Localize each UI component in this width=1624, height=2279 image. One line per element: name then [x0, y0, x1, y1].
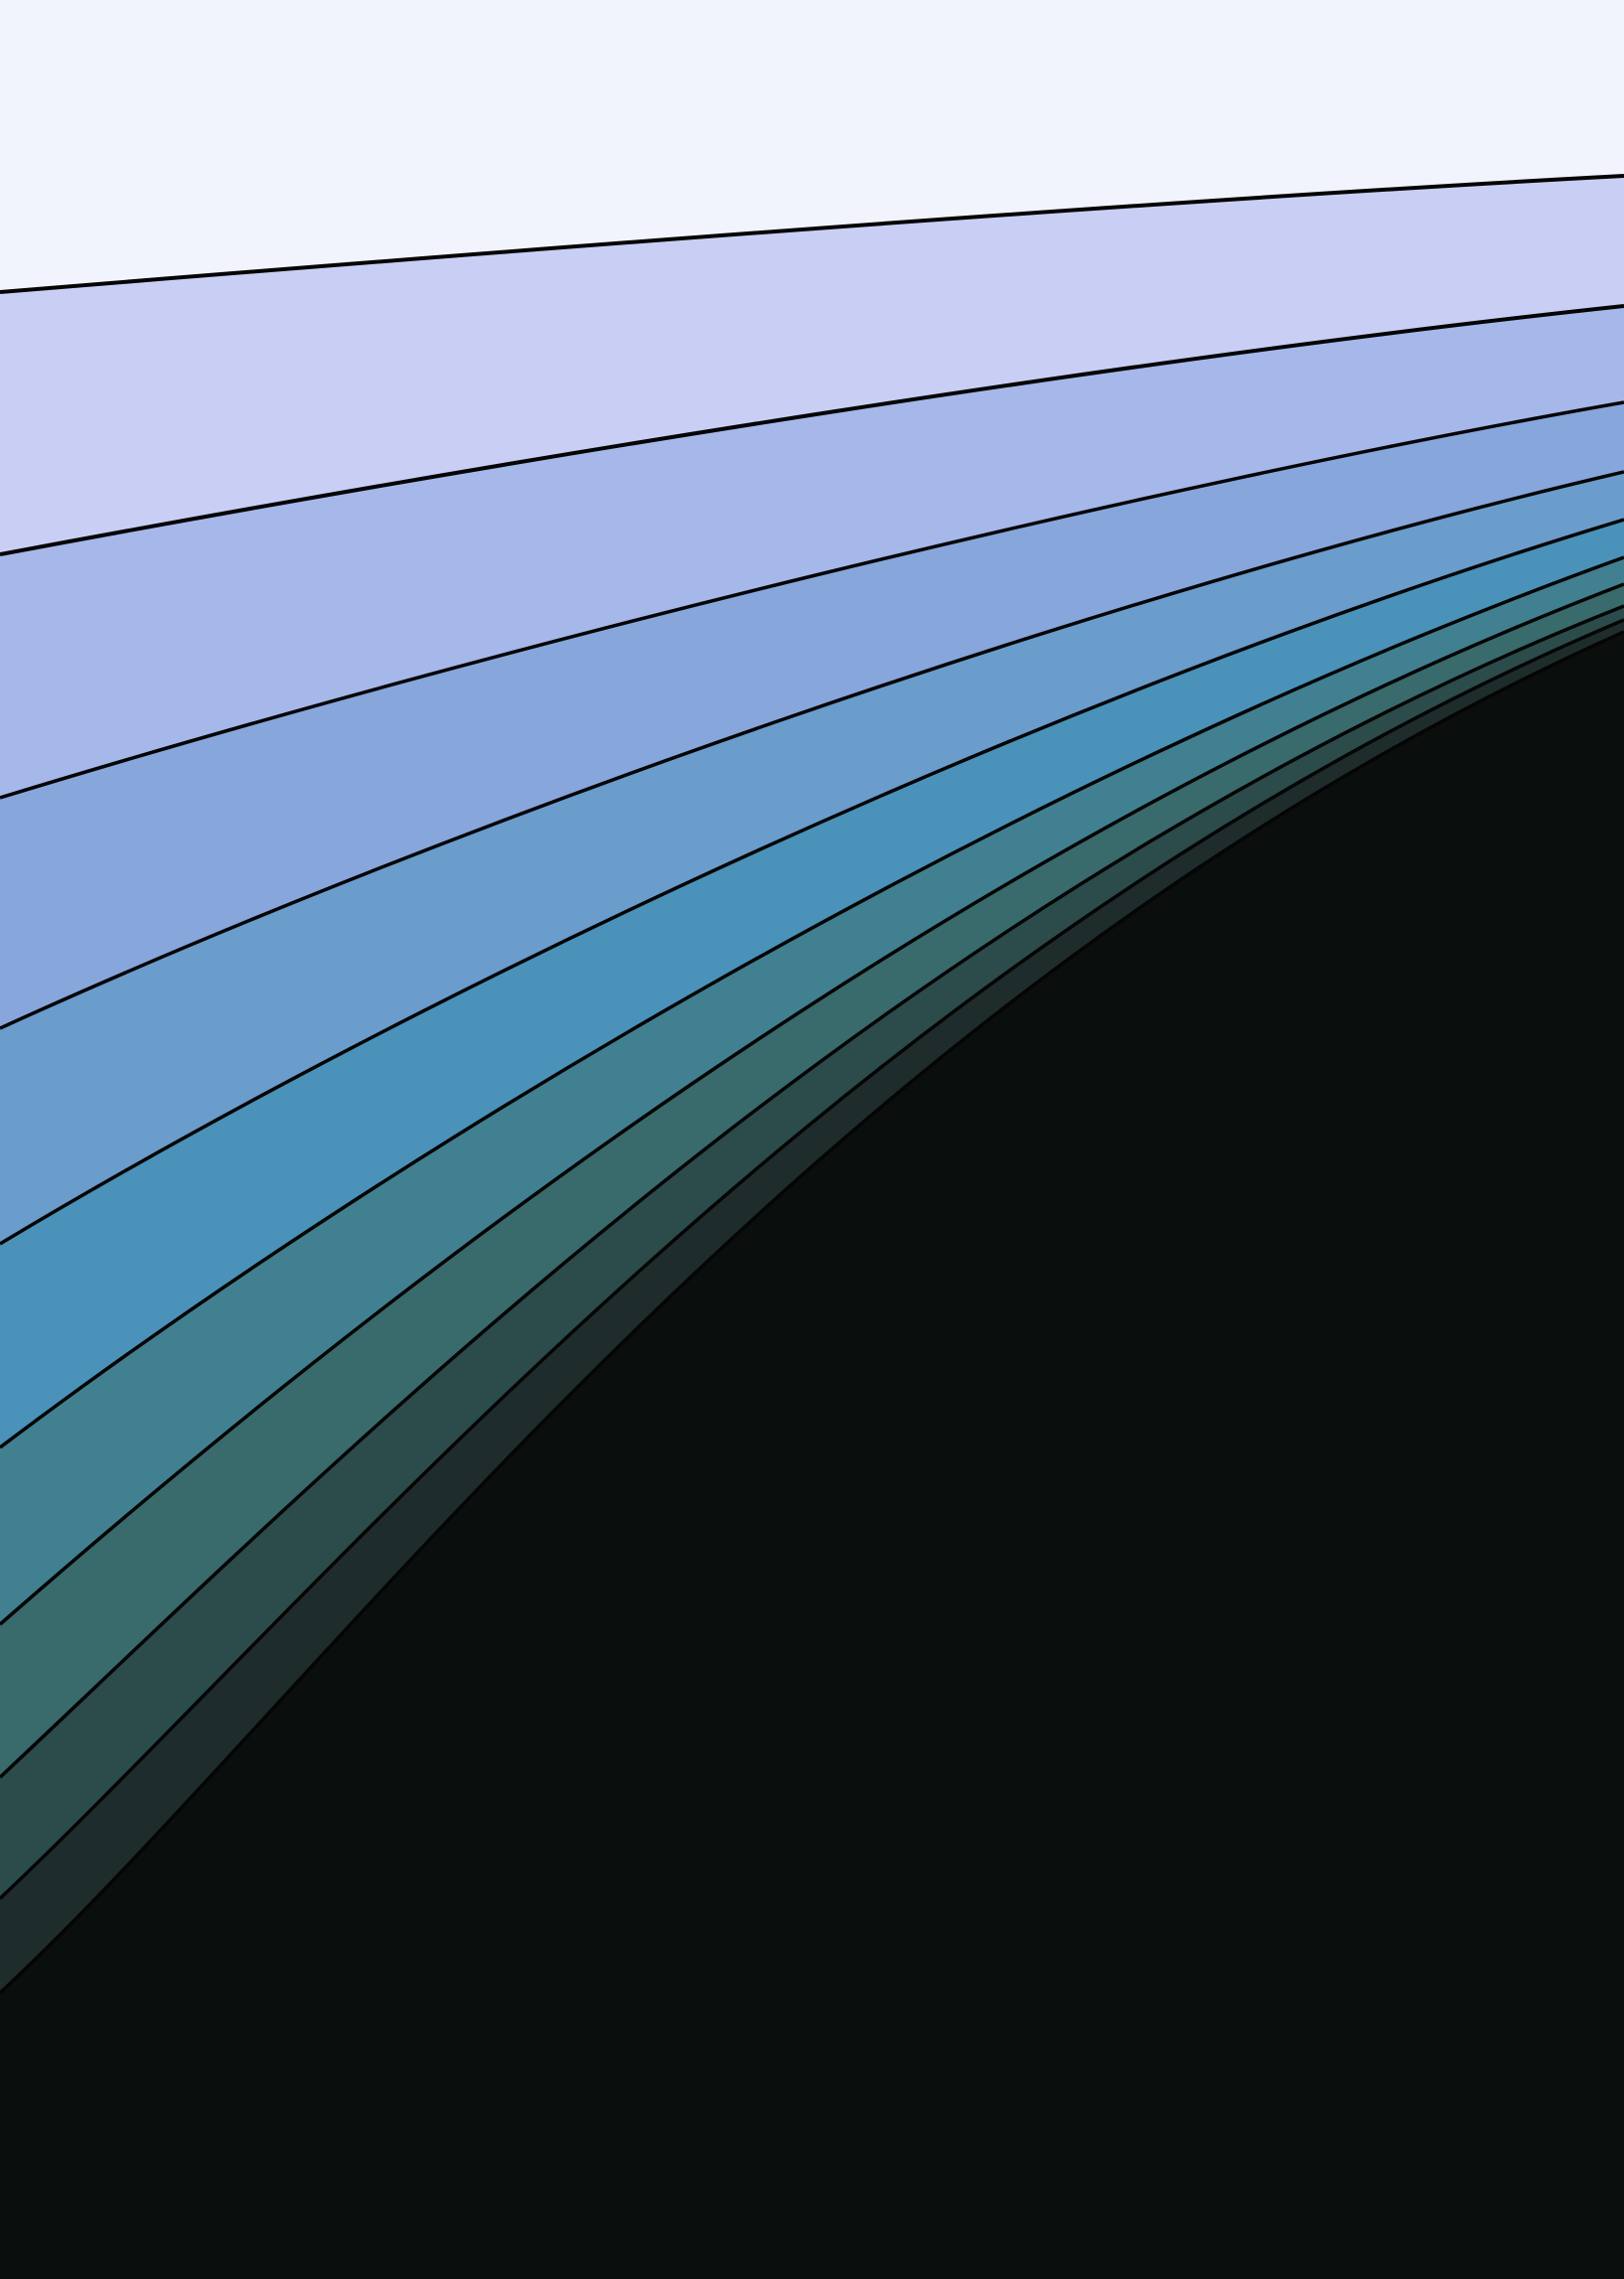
band-boundary-7 — [0, 582, 1624, 1626]
band-boundary-2 — [0, 304, 1624, 556]
band-boundary-10 — [0, 630, 1624, 1995]
band-boundary-1 — [0, 174, 1624, 294]
band-boundary-4 — [0, 470, 1624, 1030]
band-boundary-3 — [0, 400, 1624, 800]
band-boundary-8 — [0, 604, 1624, 1779]
band-boundary-5 — [0, 518, 1624, 1246]
band-10 — [0, 632, 1624, 2279]
band-boundary-9 — [0, 618, 1624, 1900]
band-boundary-lines — [0, 174, 1624, 1995]
band-boundary-6 — [0, 555, 1624, 1449]
